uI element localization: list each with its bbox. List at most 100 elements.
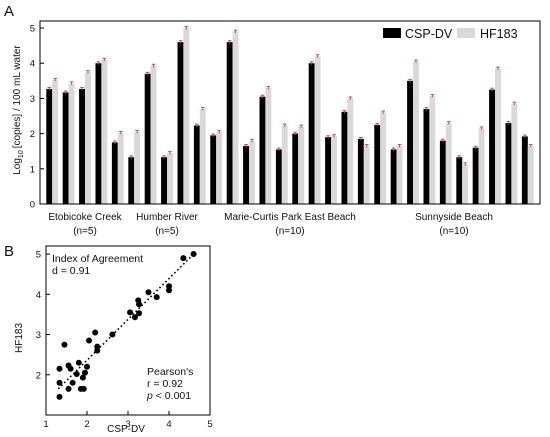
bar-hf183-g4-s6 — [462, 164, 469, 204]
scatter-point-10 — [75, 359, 82, 366]
scatter-y-tick-label-5: 5 — [36, 250, 41, 261]
bar-csp-dv-g3-s2 — [226, 42, 233, 204]
scatter-point-15 — [84, 363, 90, 370]
scatter-point-8 — [69, 379, 76, 386]
scatter-x-tick-label-4: 4 — [166, 419, 171, 430]
pearson-label: Pearson's — [147, 366, 193, 378]
bar-hf183-g4-s8 — [495, 68, 501, 204]
bar-csp-dv-g4-s1 — [374, 124, 381, 204]
bar-hf183-g3-s2 — [232, 31, 239, 204]
bar-csp-dv-g4-s7 — [472, 147, 479, 204]
scatter-point-30 — [180, 255, 187, 262]
bar-csp-dv-g3-s5 — [275, 149, 282, 204]
legend-swatch-hf183 — [457, 28, 475, 38]
bar-csp-dv-g2-s3 — [161, 157, 167, 204]
bar-hf183-g2-s2 — [150, 65, 157, 204]
legend-swatch-csp-dv — [383, 28, 401, 38]
bar-hf183-g3-s10 — [363, 145, 370, 204]
bar-y-axis-title: Log10[copies] / 100 mL water — [12, 45, 25, 175]
bar-hf183-g4-s3 — [413, 61, 419, 204]
bar-csp-dv-g3-s7 — [308, 63, 315, 204]
bar-hf183-g1-s3 — [85, 72, 91, 205]
scatter-point-25 — [136, 301, 143, 308]
bar-csp-dv-g4-s3 — [407, 80, 413, 204]
bar-hf183-g2-s3 — [167, 152, 173, 204]
pearson-p-value: < 0.001 — [153, 390, 191, 402]
scatter-y-axis-title: HF183 — [14, 323, 25, 353]
bar-csp-dv-g4-s5 — [439, 140, 446, 204]
bar-hf183-g1-s1 — [52, 79, 59, 204]
bar-hf183-g1-s2 — [68, 83, 75, 204]
scatter-point-24 — [136, 310, 143, 317]
bar-csp-dv-g1-s4 — [95, 63, 102, 204]
scatter-x-ticks: 1 2 3 4 5 — [43, 411, 213, 430]
legend-label-hf183: HF183 — [480, 27, 518, 41]
bar-category-labels: Etobicoke Creek (n=5) Humber River (n=5) Mar… — [48, 212, 493, 237]
bar-hf183-g4-s2 — [396, 145, 403, 204]
bar-hf183-g3-s4 — [265, 87, 272, 204]
bar-csp-dv-g3-s1 — [210, 135, 217, 204]
bar-csp-dv-g4-s2 — [390, 149, 397, 204]
scatter-point-29 — [166, 283, 172, 290]
bar-hf183-g4-s1 — [380, 112, 387, 204]
bar-category-n-4: (n=10) — [439, 226, 468, 237]
bar-y-tick-label-2: 2 — [30, 129, 35, 140]
scatter-points — [56, 251, 197, 400]
scatter-point-1 — [56, 393, 63, 400]
bar-category-name-1: Etobicoke Creek — [48, 212, 122, 223]
scatter-point-17 — [92, 329, 99, 336]
bar-hf183-g2-s1 — [134, 131, 141, 204]
bar-hf183-g3-s3 — [249, 140, 255, 204]
bar-category-n-1: (n=5) — [73, 226, 97, 237]
bar-csp-dv-g3-s4 — [259, 96, 266, 204]
bar-group-1 — [46, 57, 124, 205]
bar-csp-dv-g2-s1 — [128, 157, 135, 204]
scatter-trendline — [57, 251, 197, 390]
scatter-point-31 — [190, 251, 197, 258]
bar-group-2 — [128, 26, 206, 205]
bar-category-n-2: (n=5) — [155, 226, 179, 237]
scatter-x-axis-title: CSP-DV — [107, 424, 145, 435]
scatter-point-13 — [80, 385, 87, 392]
bar-hf183-g1-s5 — [117, 132, 124, 204]
scatter-panel: B HF183 CSP-DV 2 3 4 5 1 2 3 4 5 Index of Agree… — [4, 243, 213, 435]
y-title-rest: [copies] / 100 mL water — [12, 45, 23, 149]
bar-group-4 — [374, 59, 534, 204]
bar-chart-panel: A Log10[copies] / 100 mL water 0 1 2 3 4 5 CS… — [4, 3, 541, 237]
bar-hf183-g3-s8 — [331, 136, 337, 204]
bar-csp-dv-g1-s2 — [62, 92, 69, 204]
bar-hf183-g3-s7 — [314, 56, 321, 204]
bar-category-n-3: (n=10) — [275, 226, 304, 237]
bar-csp-dv-g3-s3 — [243, 145, 249, 204]
y-title-log: Log — [12, 158, 23, 175]
scatter-point-14 — [81, 369, 88, 376]
bar-plot-frame — [39, 20, 541, 205]
legend: CSP-DV HF183 — [383, 27, 518, 41]
pearson-p: p < 0.001 — [146, 390, 191, 402]
bar-y-tick-label-4: 4 — [30, 59, 35, 70]
scatter-point-2 — [56, 379, 63, 386]
bar-hf183-g4-s7 — [478, 128, 485, 204]
bar-hf183-g3-s6 — [298, 126, 305, 204]
bar-y-tick-label-3: 3 — [30, 94, 35, 105]
bar-y-tick-label-0: 0 — [30, 200, 35, 211]
bar-groups — [46, 26, 534, 205]
bar-csp-dv-g4-s8 — [489, 89, 495, 204]
bar-hf183-g4-s9 — [511, 103, 518, 204]
panel-label-a: A — [4, 3, 14, 20]
scatter-point-9 — [73, 370, 80, 377]
bar-csp-dv-g4-s6 — [456, 157, 463, 204]
bar-hf183-g2-s4 — [183, 28, 190, 204]
scatter-x-tick-label-1: 1 — [43, 419, 48, 430]
scatter-point-22 — [131, 314, 138, 321]
bar-hf183-g3-s1 — [216, 131, 223, 204]
bar-csp-dv-g3-s6 — [292, 133, 299, 204]
bar-csp-dv-g4-s10 — [521, 136, 528, 204]
bar-csp-dv-g1-s5 — [111, 142, 118, 204]
scatter-plot-frame — [45, 245, 211, 416]
bar-csp-dv-g1-s1 — [46, 88, 53, 204]
bar-group-3 — [210, 29, 370, 204]
bar-category-name-2: Humber River — [136, 212, 198, 223]
scatter-point-26 — [145, 289, 152, 296]
scatter-point-12 — [79, 374, 86, 381]
